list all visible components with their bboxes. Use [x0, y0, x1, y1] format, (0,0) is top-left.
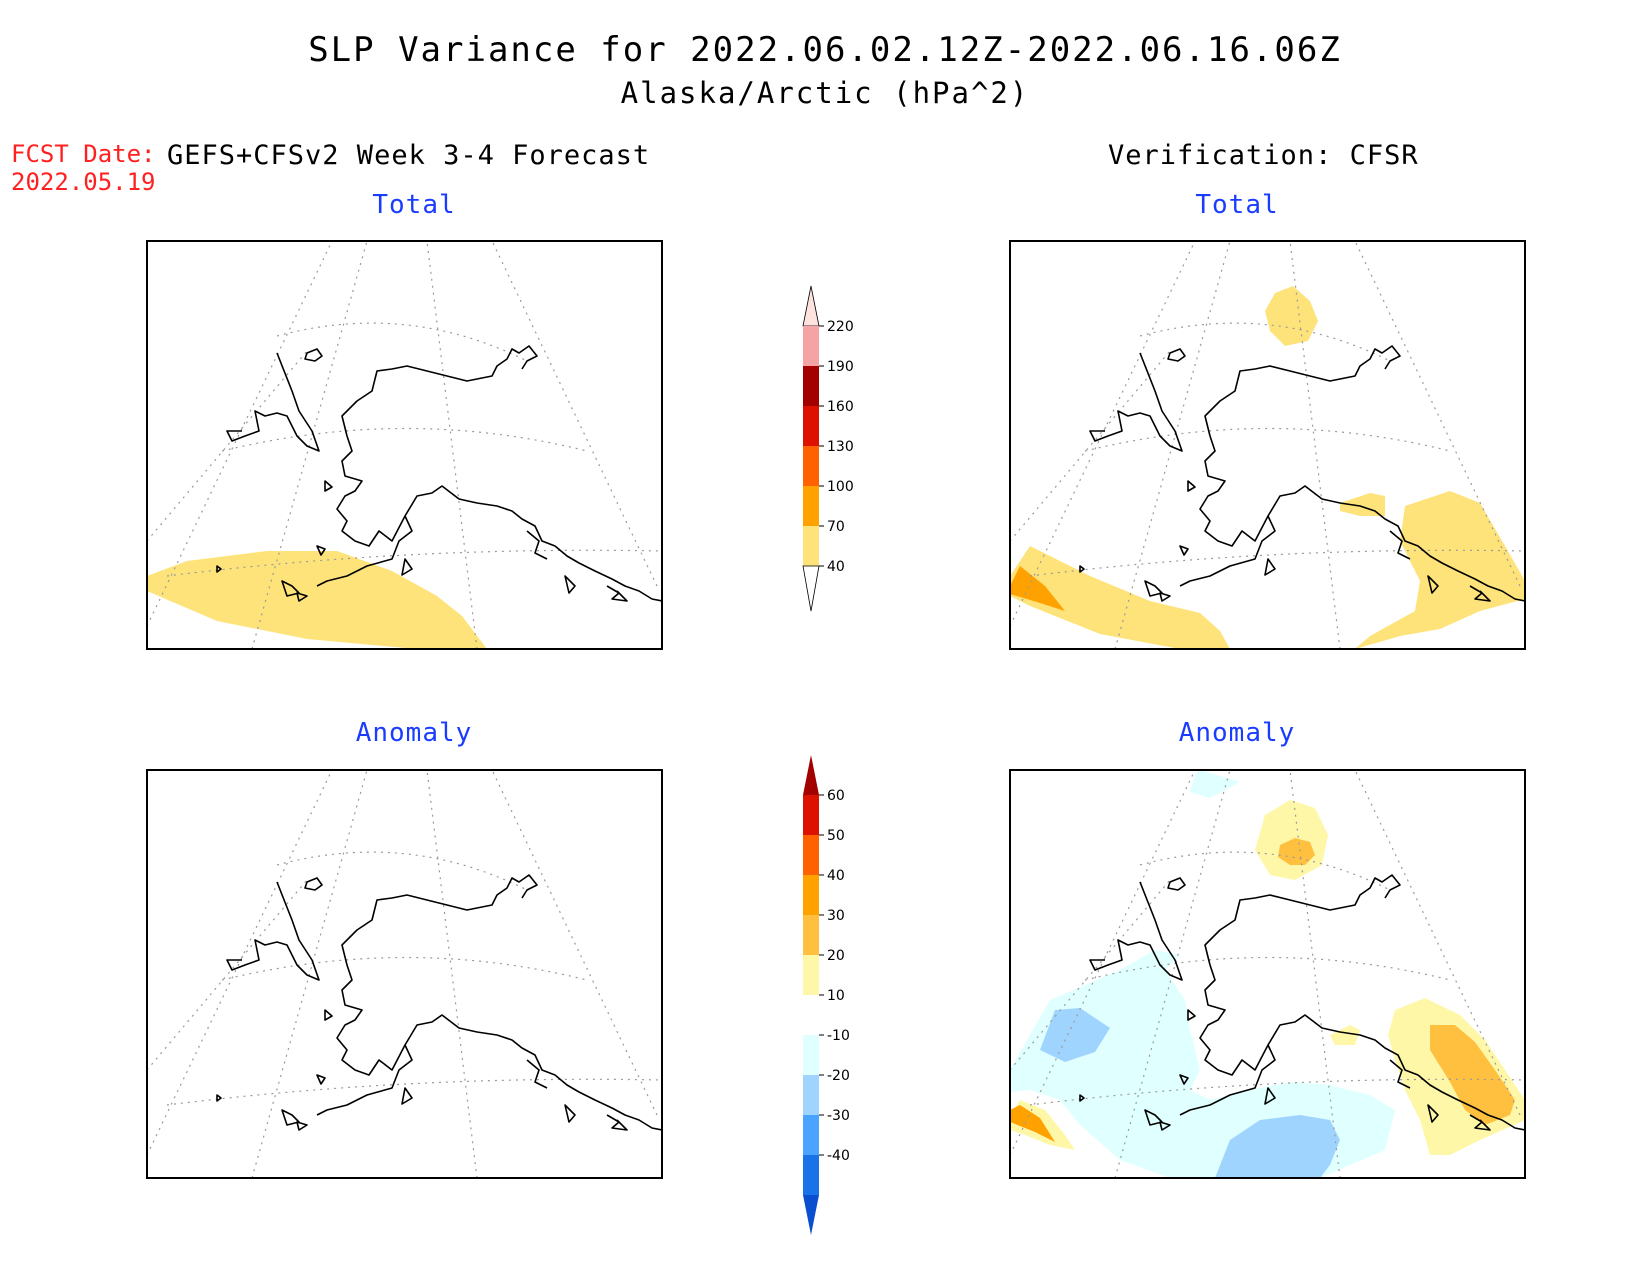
- colorbar-anomaly-cap-bottom: [803, 1195, 819, 1235]
- colorbar-anomaly-swatch: [803, 915, 819, 955]
- colorbar-anomaly-swatch: [803, 1075, 819, 1115]
- map-forecast-anomaly: [146, 769, 663, 1179]
- colorbar-anomaly-label: -10: [827, 1028, 850, 1044]
- shading-neg-10-20: [1190, 770, 1240, 798]
- shading-40-70: [1265, 286, 1318, 346]
- colorbar-total-label: 190: [827, 359, 854, 375]
- colorbar-anomaly-label: 30: [827, 908, 845, 924]
- colorbar-anomaly-label: -40: [827, 1148, 850, 1164]
- colorbar-total-swatch: [803, 526, 819, 566]
- colorbar-anomaly-label: -20: [827, 1068, 850, 1084]
- shading-70-100: [1010, 566, 1065, 611]
- colorbar-anomaly-swatch: [803, 955, 819, 995]
- colorbar-anomaly-label: 50: [827, 828, 845, 844]
- shading-40-70: [147, 551, 487, 649]
- shading-10-20: [1330, 1025, 1360, 1045]
- colorbar-total-cap-top: [802, 285, 820, 327]
- colorbar-total-cap-bottom: [802, 565, 820, 612]
- map-frame: [1009, 769, 1526, 1179]
- colorbar-anomaly-swatch: [803, 875, 819, 915]
- shading-40-70: [1355, 491, 1525, 649]
- shading-neg-20-30: [1040, 1008, 1110, 1062]
- forecast-header: GEFS+CFSv2 Week 3-4 Forecast: [167, 140, 651, 171]
- fcst-date-value: 2022.05.19: [11, 168, 156, 196]
- colorbar-anomaly-label: 40: [827, 868, 845, 884]
- colorbar-anomaly-label: 20: [827, 948, 845, 964]
- colorbar-total-label: 100: [827, 479, 854, 495]
- figure-subtitle: Alaska/Arctic (hPa^2): [620, 76, 1030, 110]
- map-verification-anomaly: [1009, 769, 1526, 1179]
- colorbar-total: 220 190 160 130 100 70 40: [802, 285, 854, 612]
- colorbar-total-swatch: [803, 486, 819, 526]
- colorbar-total-label: 130: [827, 439, 854, 455]
- map-forecast-total: [146, 240, 663, 650]
- colorbar-anomaly-swatch: [803, 1035, 819, 1075]
- panel-label-verification-anomaly: Anomaly: [1178, 718, 1296, 748]
- colorbar-total-swatch: [803, 366, 819, 406]
- fcst-date: FCST Date: 2022.05.19: [11, 140, 156, 196]
- fcst-date-label: FCST Date:: [11, 140, 156, 168]
- colorbar-anomaly-swatch: [803, 1155, 819, 1195]
- colorbar-anomaly-label: 10: [827, 988, 845, 1004]
- colorbar-anomaly-label: -30: [827, 1108, 850, 1124]
- shading-20-30: [1430, 1025, 1515, 1125]
- shading-neg-20-30: [1215, 1115, 1340, 1178]
- colorbar-anomaly: 60 50 40 30 20 10 -10 -20 -30 -40: [803, 755, 850, 1235]
- verification-header: Verification: CFSR: [1108, 140, 1419, 171]
- colorbar-total-swatch: [803, 406, 819, 446]
- shading-20-30: [1278, 838, 1315, 865]
- colorbar-total-label: 220: [827, 319, 854, 335]
- colorbar-anomaly-swatch: [803, 835, 819, 875]
- colorbar-anomaly-cap-top: [803, 755, 819, 795]
- colorbar-total-swatch: [803, 326, 819, 366]
- colorbar-total-label: 70: [827, 519, 845, 535]
- shading-20-30: [1010, 1105, 1055, 1142]
- panel-label-forecast-anomaly: Anomaly: [355, 718, 473, 748]
- panel-label-verification-total: Total: [1195, 190, 1279, 220]
- colorbar-total-swatch: [803, 446, 819, 486]
- colorbar-anomaly-swatch: [803, 995, 819, 1035]
- map-verification-total: [1009, 240, 1526, 650]
- figure-title: SLP Variance for 2022.06.02.12Z-2022.06.…: [308, 30, 1342, 70]
- colorbar-anomaly-swatch: [803, 1115, 819, 1155]
- colorbar-anomaly-label: 60: [827, 788, 845, 804]
- map-frame: [146, 240, 663, 650]
- map-frame: [146, 769, 663, 1179]
- colorbar-total-label: 40: [827, 559, 845, 575]
- colorbar-total-label: 160: [827, 399, 854, 415]
- colorbar-anomaly-swatch: [803, 795, 819, 835]
- map-frame: [1009, 240, 1526, 650]
- panel-label-forecast-total: Total: [372, 190, 456, 220]
